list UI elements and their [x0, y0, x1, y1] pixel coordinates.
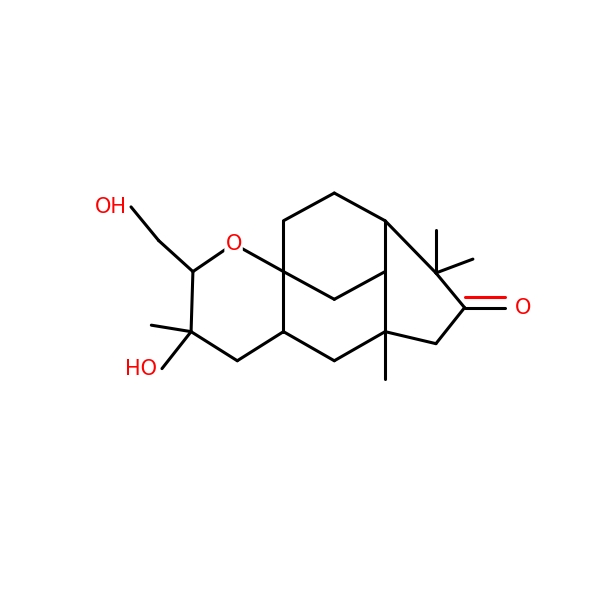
Text: O: O — [514, 298, 531, 317]
Text: OH: OH — [94, 197, 127, 217]
Text: HO: HO — [125, 359, 157, 379]
Text: O: O — [226, 234, 242, 254]
